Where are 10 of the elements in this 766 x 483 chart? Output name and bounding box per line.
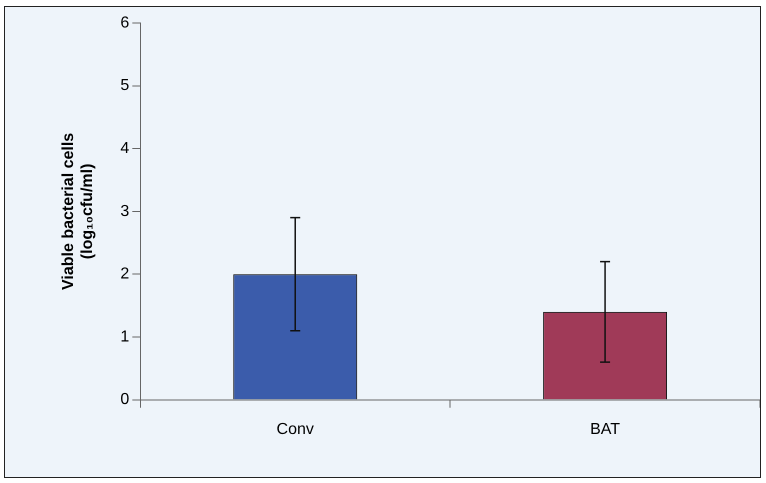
y-tick-label: 0 bbox=[120, 391, 130, 408]
x-tick-label: BAT bbox=[590, 420, 620, 438]
y-tick-label: 2 bbox=[120, 266, 130, 283]
y-tick-label: 1 bbox=[120, 328, 130, 346]
y-tick-label: 5 bbox=[120, 77, 130, 94]
y-axis-title: Viable bacterial cells (log₁₀cfu/ml) bbox=[60, 132, 96, 290]
y-tick-label: 6 bbox=[120, 14, 130, 32]
y-tick-label: 3 bbox=[120, 202, 130, 220]
y-tick-label: 4 bbox=[120, 140, 130, 158]
x-tick-label: Conv bbox=[276, 420, 314, 438]
